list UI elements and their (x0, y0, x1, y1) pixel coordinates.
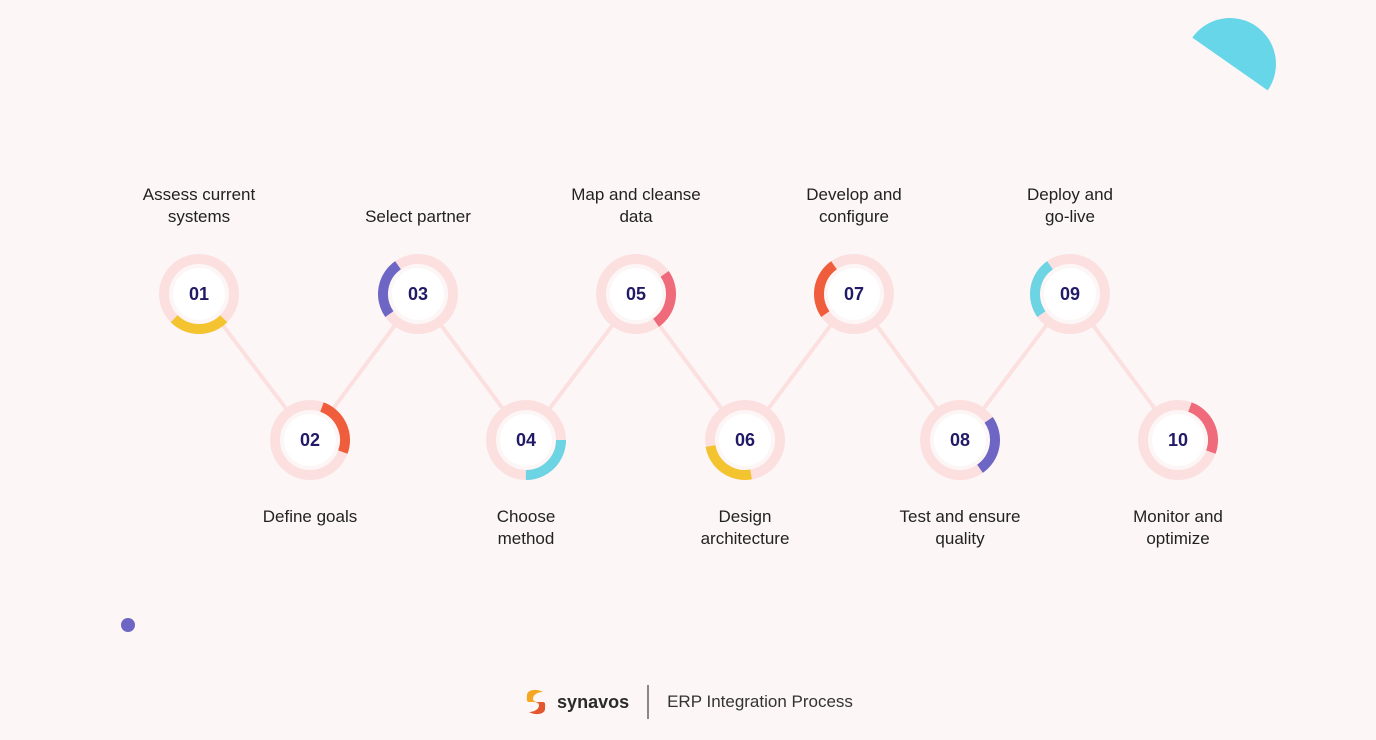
footer-brand: synavos (523, 687, 629, 717)
step-number: 08 (950, 430, 970, 451)
step-label: Map and cleanse data (571, 184, 700, 228)
step-circle: 03 (378, 254, 458, 334)
diagram-canvas: Assess current systems 01 02 Define goals Se… (0, 0, 1376, 740)
step-circle: 08 (920, 400, 1000, 480)
step-number: 04 (516, 430, 536, 451)
decoration-dot (121, 618, 135, 632)
step-circle: 04 (486, 400, 566, 480)
step-03: Select partner 03 (318, 206, 518, 334)
step-label: Design architecture (701, 506, 790, 550)
brand-logo-icon (523, 687, 549, 717)
step-circle: 07 (814, 254, 894, 334)
step-01: Assess current systems 01 (99, 184, 299, 334)
step-number: 05 (626, 284, 646, 305)
step-04: 04 Choose method (426, 400, 626, 550)
step-label: Monitor and optimize (1133, 506, 1223, 550)
step-02: 02 Define goals (210, 400, 410, 528)
footer-divider (647, 685, 649, 719)
step-06: 06 Design architecture (645, 400, 845, 550)
step-label: Develop and configure (806, 184, 901, 228)
step-label: Assess current systems (143, 184, 255, 228)
step-circle: 01 (159, 254, 239, 334)
step-number: 10 (1168, 430, 1188, 451)
step-circle: 09 (1030, 254, 1110, 334)
step-05: Map and cleanse data 05 (536, 184, 736, 334)
step-label: Deploy and go-live (1027, 184, 1113, 228)
step-08: 08 Test and ensure quality (860, 400, 1060, 550)
step-09: Deploy and go-live 09 (970, 184, 1170, 334)
step-label: Define goals (263, 506, 358, 528)
step-label: Test and ensure quality (900, 506, 1021, 550)
decoration-half-circle (1170, 4, 1290, 129)
step-07: Develop and configure 07 (754, 184, 954, 334)
step-number: 07 (844, 284, 864, 305)
step-number: 03 (408, 284, 428, 305)
step-circle: 02 (270, 400, 350, 480)
footer-brand-name: synavos (557, 692, 629, 713)
step-number: 06 (735, 430, 755, 451)
step-circle: 10 (1138, 400, 1218, 480)
step-label: Select partner (365, 206, 471, 228)
step-circle: 06 (705, 400, 785, 480)
step-circle: 05 (596, 254, 676, 334)
step-10: 10 Monitor and optimize (1078, 400, 1278, 550)
step-number: 01 (189, 284, 209, 305)
footer: synavos ERP Integration Process (0, 685, 1376, 719)
footer-title: ERP Integration Process (667, 692, 853, 712)
step-number: 09 (1060, 284, 1080, 305)
step-label: Choose method (497, 506, 556, 550)
step-number: 02 (300, 430, 320, 451)
